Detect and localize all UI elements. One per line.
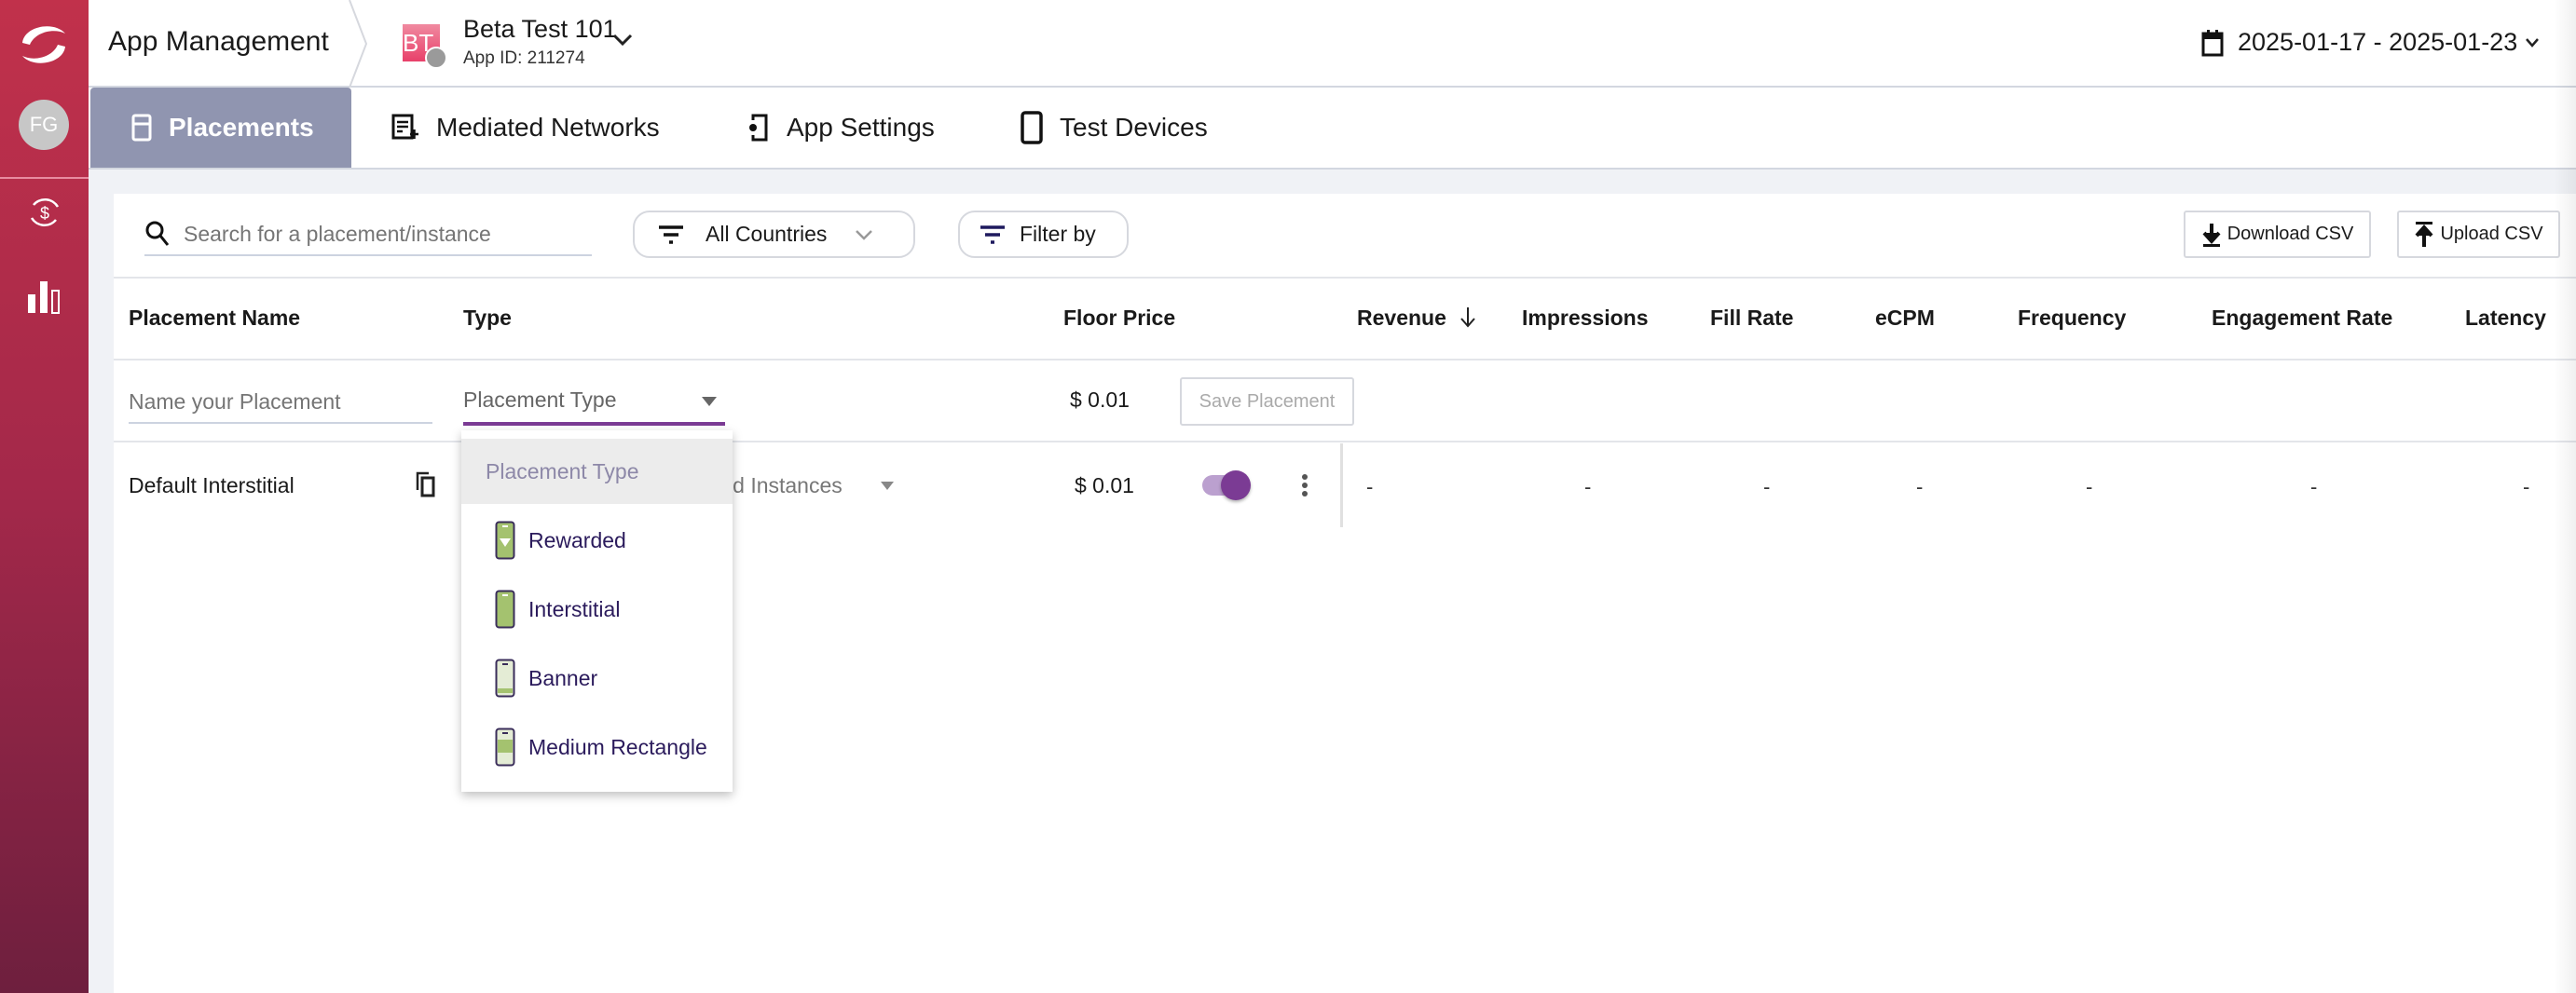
floor-price[interactable]: $ 0.01 [1075, 473, 1134, 497]
tab-app-settings[interactable]: App Settings [747, 88, 935, 168]
column-header-latency: Latency [2465, 306, 2546, 330]
date-range[interactable]: 2025-01-17 - 2025-01-23 [2238, 28, 2518, 56]
tab-mediated-networks[interactable]: Mediated Networks [391, 88, 660, 168]
device-settings-icon [749, 114, 768, 142]
interstitial-phone-icon [495, 590, 515, 629]
new-floor-price[interactable]: $ 0.01 [1070, 388, 1130, 412]
rewarded-phone-icon [495, 521, 515, 560]
breadcrumb-separator [349, 0, 368, 88]
tab-bar: Placements Mediated Networks App Setting… [89, 88, 2576, 170]
avatar[interactable]: FG [19, 100, 69, 150]
engagement-rate-value: - [2310, 475, 2318, 498]
save-placement-button[interactable]: Save Placement [1180, 377, 1354, 426]
more-vertical-icon[interactable] [1301, 473, 1309, 497]
placement-name-input[interactable] [129, 382, 432, 424]
placement-type-menu: Placement Type Rewarded Interstitial Ban… [461, 430, 733, 792]
menu-item-placeholder[interactable]: Placement Type [461, 439, 733, 504]
menu-item-banner[interactable]: Banner [461, 644, 733, 713]
select-focus-underline [463, 422, 725, 426]
search-input[interactable] [144, 214, 592, 256]
column-header-engagement-rate: Engagement Rate [2212, 306, 2393, 330]
filter-icon [980, 224, 1005, 244]
column-header-type: Type [463, 306, 512, 330]
top-header: App Management BT Beta Test 101 App ID: … [89, 0, 2576, 88]
countries-select[interactable]: All Countries [633, 211, 915, 258]
latency-value: - [2523, 475, 2530, 498]
upload-csv-button[interactable]: Upload CSV [2397, 211, 2560, 258]
banner-phone-icon [495, 659, 515, 698]
network-list-icon [391, 114, 418, 140]
placement-name: Default Interstitial [129, 473, 295, 497]
toggle-knob [1221, 470, 1251, 500]
app-icon: BT [403, 24, 440, 61]
column-header-ecpm: eCPM [1875, 306, 1935, 330]
fill-rate-value: - [1763, 475, 1771, 498]
svg-text:$: $ [40, 204, 49, 223]
ecpm-value: - [1916, 475, 1924, 498]
sort-down-arrow-icon[interactable] [1459, 306, 1476, 328]
medium-rectangle-phone-icon [495, 728, 515, 767]
tab-placements[interactable]: Placements [90, 88, 351, 168]
download-icon [2202, 223, 2221, 247]
menu-item-medium-rectangle[interactable]: Medium Rectangle [461, 713, 733, 782]
app-id: App ID: 211274 [463, 48, 585, 68]
scroll-shadow [2554, 0, 2576, 993]
column-header-revenue[interactable]: Revenue [1357, 306, 1446, 330]
enable-toggle[interactable] [1202, 470, 1251, 500]
chevron-down-icon[interactable] [612, 34, 633, 47]
sidebar: FG $ [0, 0, 89, 993]
menu-item-interstitial[interactable]: Interstitial [461, 575, 733, 644]
placement-icon [131, 114, 152, 142]
impressions-value: - [1584, 475, 1592, 498]
column-header-frequency: Frequency [2018, 306, 2127, 330]
android-icon [425, 47, 447, 69]
revenue-cycle-icon[interactable]: $ [26, 194, 63, 231]
column-header-fill-rate: Fill Rate [1710, 306, 1794, 330]
app-name[interactable]: Beta Test 101 [463, 15, 617, 43]
column-header-floor-price: Floor Price [1063, 306, 1176, 330]
bar-chart-icon[interactable] [26, 278, 62, 315]
column-header-placement-name: Placement Name [129, 306, 301, 330]
upload-icon [2415, 221, 2433, 247]
filter-icon [659, 224, 683, 244]
column-divider [1340, 443, 1343, 527]
tab-test-devices[interactable]: Test Devices [1021, 88, 1208, 168]
phone-icon [1021, 111, 1043, 144]
dropdown-arrow-icon[interactable] [701, 396, 718, 407]
column-header-impressions: Impressions [1522, 306, 1649, 330]
placement-type-select[interactable]: Placement Type [463, 388, 617, 412]
calendar-icon [2201, 30, 2224, 57]
logo-icon [22, 26, 65, 63]
chevron-down-icon [856, 229, 873, 240]
menu-item-rewarded[interactable]: Rewarded [461, 506, 733, 575]
filter-by-button[interactable]: Filter by [958, 211, 1129, 258]
page-title: App Management [108, 26, 329, 57]
revenue-value: - [1366, 475, 1374, 498]
copy-icon[interactable] [416, 471, 436, 497]
download-csv-button[interactable]: Download CSV [2184, 211, 2371, 258]
dropdown-arrow-icon[interactable] [880, 481, 895, 491]
frequency-value: - [2086, 475, 2093, 498]
chevron-down-icon[interactable] [2525, 37, 2540, 48]
